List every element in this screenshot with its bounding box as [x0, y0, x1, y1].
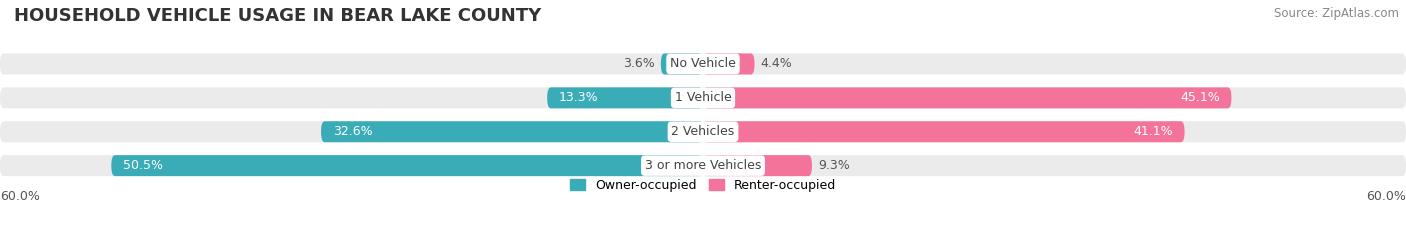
- Text: 3.6%: 3.6%: [623, 58, 655, 70]
- FancyBboxPatch shape: [661, 53, 703, 75]
- Legend: Owner-occupied, Renter-occupied: Owner-occupied, Renter-occupied: [565, 174, 841, 197]
- Text: Source: ZipAtlas.com: Source: ZipAtlas.com: [1274, 7, 1399, 20]
- Text: 60.0%: 60.0%: [0, 190, 39, 203]
- FancyBboxPatch shape: [111, 155, 703, 176]
- FancyBboxPatch shape: [703, 53, 755, 75]
- Text: 50.5%: 50.5%: [124, 159, 163, 172]
- FancyBboxPatch shape: [703, 121, 1185, 142]
- Text: 60.0%: 60.0%: [1367, 190, 1406, 203]
- Text: No Vehicle: No Vehicle: [671, 58, 735, 70]
- Text: 1 Vehicle: 1 Vehicle: [675, 91, 731, 104]
- Text: 4.4%: 4.4%: [761, 58, 792, 70]
- Text: 45.1%: 45.1%: [1180, 91, 1219, 104]
- FancyBboxPatch shape: [0, 87, 1406, 108]
- Text: 41.1%: 41.1%: [1133, 125, 1173, 138]
- Text: 32.6%: 32.6%: [333, 125, 373, 138]
- Text: 9.3%: 9.3%: [818, 159, 849, 172]
- FancyBboxPatch shape: [0, 53, 1406, 75]
- FancyBboxPatch shape: [703, 87, 1232, 108]
- FancyBboxPatch shape: [0, 155, 1406, 176]
- Text: 3 or more Vehicles: 3 or more Vehicles: [645, 159, 761, 172]
- Text: 2 Vehicles: 2 Vehicles: [672, 125, 734, 138]
- FancyBboxPatch shape: [0, 121, 1406, 142]
- FancyBboxPatch shape: [703, 155, 813, 176]
- FancyBboxPatch shape: [547, 87, 703, 108]
- FancyBboxPatch shape: [321, 121, 703, 142]
- Text: HOUSEHOLD VEHICLE USAGE IN BEAR LAKE COUNTY: HOUSEHOLD VEHICLE USAGE IN BEAR LAKE COU…: [14, 7, 541, 25]
- Text: 13.3%: 13.3%: [560, 91, 599, 104]
